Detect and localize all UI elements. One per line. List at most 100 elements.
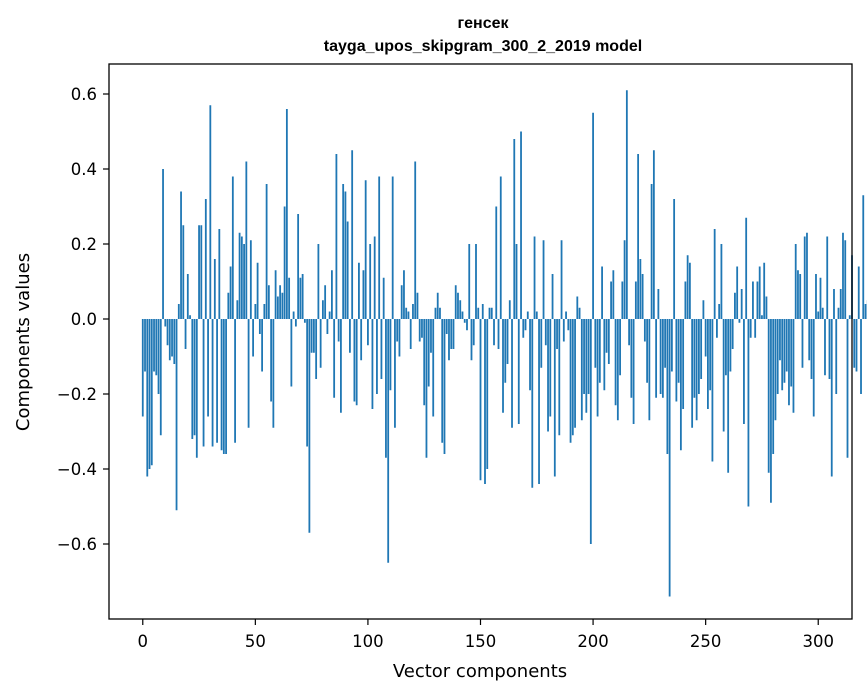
bar-component-95 [355,319,358,406]
bar-component-77 [315,319,318,379]
bar-component-154 [488,307,491,319]
bar-component-284 [781,319,784,391]
bar-component-313 [846,319,849,458]
bar-component-231 [661,319,664,398]
bar-component-32 [213,259,216,319]
bar-component-204 [601,266,603,319]
bar-component-80 [321,300,324,319]
bar-component-170 [524,319,527,331]
bar-component-54 [263,304,266,319]
bar-component-174 [533,236,536,319]
bar-component-81 [324,285,327,319]
bar-component-302 [821,307,824,319]
bar-component-144 [466,319,468,331]
bar-component-309 [837,307,840,319]
bar-component-187 [562,319,565,342]
bar-component-49 [252,319,254,357]
bar-component-89 [342,184,345,319]
bar-component-269 [747,319,750,507]
bar-component-218 [632,319,635,424]
bar-component-143 [463,319,466,323]
bar-component-20 [186,274,189,319]
bar-component-68 [294,319,297,327]
bar-component-146 [470,319,473,361]
bar-component-0 [141,319,144,417]
bar-component-59 [274,270,277,319]
bar-component-264 [736,266,739,319]
bar-component-151 [481,304,484,319]
bar-component-247 [698,319,700,394]
bar-component-134 [443,319,446,454]
bar-component-30 [209,105,212,319]
bar-component-84 [331,270,333,319]
bar-component-285 [783,319,786,383]
bar-series [141,90,867,597]
bar-component-5 [153,319,155,372]
bar-component-124 [421,319,423,338]
bar-component-319 [860,319,862,394]
bar-component-15 [175,319,178,511]
bar-component-91 [346,221,349,319]
bar-component-178 [542,240,545,319]
bar-component-300 [817,311,820,319]
bar-component-39 [229,266,232,319]
bar-component-232 [664,319,667,368]
bar-component-52 [258,319,261,334]
bar-component-188 [565,311,567,319]
bar-component-265 [738,319,741,323]
bar-component-147 [472,319,475,346]
bar-component-189 [567,319,570,331]
bar-component-113 [396,319,399,342]
y-axis-ticks: −0.6 −0.4 −0.2 0.0 0.2 0.4 0.6 [57,85,109,554]
bar-component-194 [578,307,581,319]
bar-component-176 [538,319,540,484]
bar-component-292 [799,274,802,319]
bar-component-182 [551,274,554,319]
bar-component-316 [853,319,856,368]
bar-component-35 [220,319,223,451]
bar-component-97 [360,319,363,361]
bar-component-3 [148,319,151,469]
bar-component-45 [243,244,245,319]
bar-component-202 [596,319,599,417]
bar-component-224 [646,319,649,383]
bar-component-225 [648,319,651,421]
bar-component-181 [549,319,552,417]
bar-component-26 [200,225,203,319]
bar-component-112 [394,319,396,428]
bar-component-47 [247,319,250,428]
bar-component-209 [612,270,615,319]
bar-component-12 [168,319,171,361]
bar-component-46 [245,161,248,319]
bar-component-33 [216,319,218,443]
bar-component-119 [409,319,412,349]
bar-component-82 [326,319,329,334]
bar-component-253 [711,319,714,462]
bar-component-306 [830,319,833,477]
bar-component-120 [412,304,414,319]
bar-component-205 [603,319,606,391]
bar-component-310 [839,289,842,319]
bar-component-22 [191,319,194,439]
bar-component-105 [378,176,381,319]
bar-component-42 [236,300,239,319]
bar-component-107 [382,277,385,319]
bar-component-11 [166,319,169,346]
bar-component-24 [195,319,198,458]
bar-component-38 [227,292,230,319]
bar-component-98 [362,270,365,319]
bar-component-192 [574,319,576,428]
bar-component-239 [679,319,682,451]
bar-component-318 [857,266,860,319]
bar-component-288 [790,319,793,387]
bar-component-27 [202,319,205,447]
bar-component-156 [493,319,495,346]
bar-component-131 [436,292,439,319]
bar-component-287 [788,319,790,406]
bar-component-129 [432,319,435,417]
bar-component-196 [583,319,585,394]
bar-component-94 [353,319,356,402]
plot-frame [108,63,853,620]
bar-component-1 [144,319,146,372]
bar-component-276 [763,262,766,319]
